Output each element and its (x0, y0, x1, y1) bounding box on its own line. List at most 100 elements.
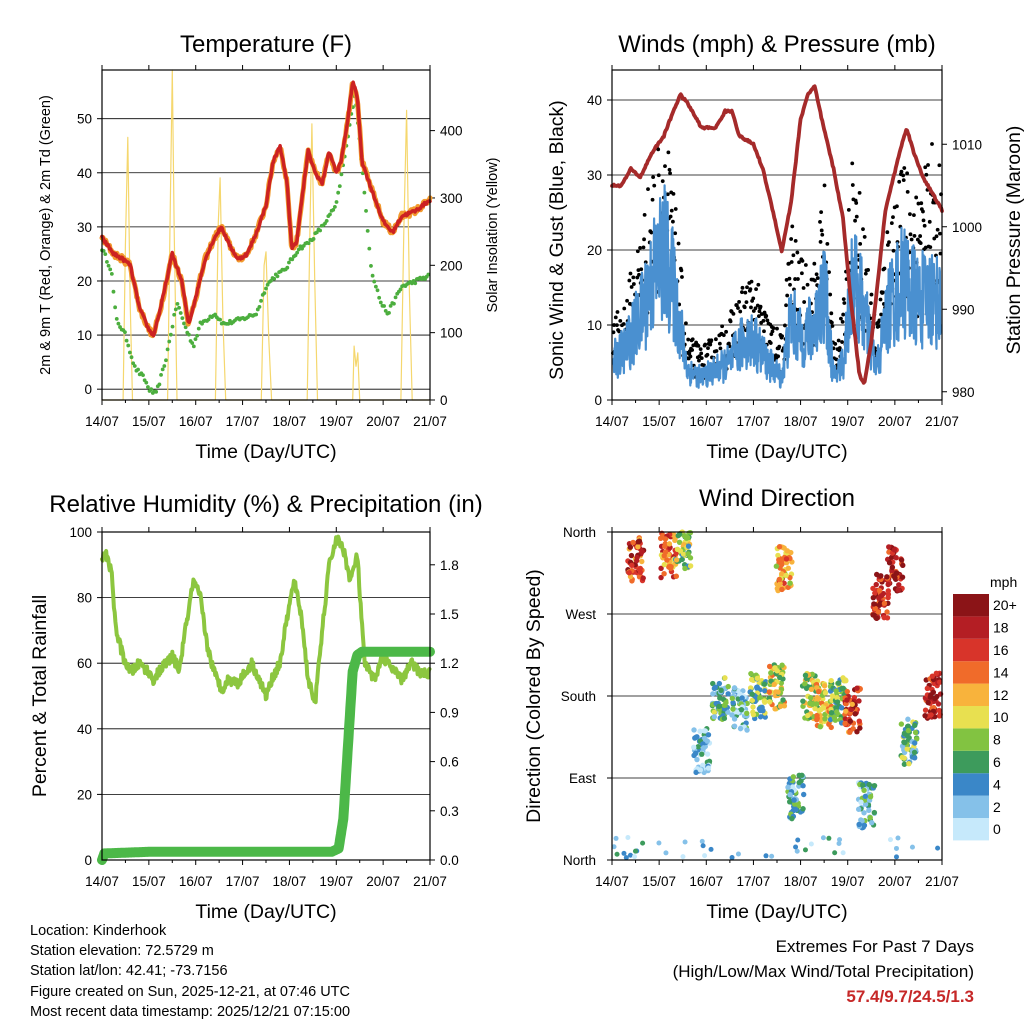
direction-point (785, 565, 792, 571)
direction-point (701, 745, 707, 751)
direction-point (711, 714, 718, 720)
direction-point (639, 548, 645, 555)
colorbar-swatch (953, 594, 989, 617)
gust-point (830, 324, 835, 328)
gust-point (934, 234, 939, 239)
direction-point (828, 709, 835, 716)
dewpoint-point (193, 337, 198, 342)
direction-point (904, 732, 910, 738)
direction-point (854, 685, 860, 691)
direction-point (871, 601, 877, 607)
dewpoint-point (196, 326, 201, 331)
gust-point (822, 183, 827, 188)
gust-point (857, 190, 862, 195)
gust-point (840, 340, 844, 344)
direction-point (840, 850, 846, 856)
direction-point (731, 685, 738, 691)
x-tick-label: 18/07 (784, 874, 818, 889)
dewpoint-point (149, 387, 154, 392)
gust-point (743, 290, 748, 295)
direction-point (775, 689, 781, 695)
direction-point (795, 837, 801, 843)
y-tick-label: North (563, 525, 596, 540)
gust-point (690, 348, 695, 352)
dewpoint-point (362, 190, 367, 195)
y-tick-label: 60 (77, 656, 92, 671)
gust-point (895, 204, 899, 209)
gust-point (908, 232, 913, 237)
direction-point (705, 765, 712, 771)
y2-axis-label: Solar Insolation (Yellow) (485, 157, 501, 312)
gust-point (784, 303, 788, 308)
gust-point (756, 282, 761, 287)
direction-point (912, 729, 919, 736)
direction-point (881, 614, 887, 621)
direction-point (786, 799, 793, 805)
gust-point (840, 320, 845, 324)
gust-point (759, 312, 764, 316)
direction-point (856, 698, 862, 704)
direction-point (718, 687, 724, 694)
gust-point (770, 329, 775, 334)
gust-point (749, 279, 754, 284)
dewpoint-point (377, 295, 382, 300)
gust-point (797, 260, 801, 265)
y2-tick-label: 0.3 (440, 804, 459, 819)
gust-point (734, 303, 739, 307)
direction-point (639, 558, 645, 565)
colorbar-label: 12 (993, 687, 1009, 703)
direction-point (859, 818, 865, 824)
y-tick-label: North (563, 853, 596, 868)
direction-point (778, 680, 785, 686)
direction-point (912, 722, 918, 729)
x-tick-label: 14/07 (85, 874, 119, 889)
direction-point (873, 581, 879, 588)
direction-point (779, 586, 785, 593)
gust-point (649, 230, 654, 235)
dewpoint-point (332, 204, 337, 209)
x-tick-label: 15/07 (132, 874, 166, 889)
gust-point (789, 260, 794, 264)
y-axis-label: Direction (Colored By Speed) (523, 569, 545, 823)
gust-point (837, 346, 842, 350)
x-tick-label: 17/07 (737, 874, 771, 889)
dewpoint-point (265, 282, 270, 287)
direction-point (634, 554, 640, 561)
direction-point (775, 552, 781, 559)
direction-point (632, 854, 638, 860)
gust-point (819, 228, 824, 233)
direction-point (773, 563, 780, 569)
gust-point (679, 268, 684, 273)
gust-point (703, 342, 708, 347)
direction-point (812, 705, 818, 712)
direction-point (820, 705, 827, 711)
y-tick-label: 30 (77, 220, 92, 235)
gust-point (842, 301, 847, 305)
direction-point (776, 576, 783, 583)
dewpoint-point (124, 338, 129, 343)
gust-point (813, 278, 817, 283)
dewpoint-point (178, 311, 183, 315)
gust-point (671, 191, 676, 196)
dewpoint-point (275, 274, 280, 279)
gust-point (938, 231, 942, 236)
direction-point (785, 584, 791, 590)
gust-point (666, 150, 671, 155)
direction-point (625, 834, 631, 840)
chart-panel-4: Wind Direction 14/07 15/07 16/07 17/07 18/07 1… (523, 485, 959, 923)
dewpoint-point (306, 241, 311, 246)
direction-point (895, 835, 901, 841)
y-tick-label: 50 (77, 112, 92, 127)
dewpoint-point (170, 324, 175, 329)
direction-point (905, 727, 912, 734)
gust-point (646, 187, 650, 192)
gust-point (612, 323, 616, 327)
direction-point (623, 855, 629, 861)
gust-point (642, 212, 647, 217)
direction-point (757, 714, 764, 720)
direction-point (793, 844, 799, 850)
gust-point (922, 223, 927, 228)
direction-point (887, 837, 893, 843)
direction-point (748, 670, 754, 677)
dewpoint-point (285, 265, 290, 270)
